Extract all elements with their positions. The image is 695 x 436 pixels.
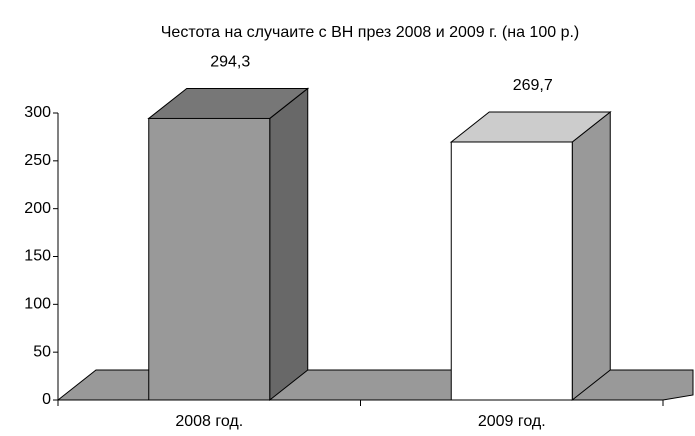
bar-side xyxy=(269,87,309,402)
y-tick-label: 100 xyxy=(24,296,51,313)
y-tick-label: 0 xyxy=(42,391,51,408)
value-label: 294,3 xyxy=(210,54,250,71)
bar xyxy=(148,117,271,401)
x-tick-label: 2009 год. xyxy=(478,413,546,430)
y-tick-label: 150 xyxy=(24,248,51,265)
bar-side xyxy=(571,110,611,402)
y-tick-label: 250 xyxy=(24,152,51,169)
y-tick-label: 300 xyxy=(24,104,51,121)
y-tick-label: 50 xyxy=(33,343,51,360)
x-tick-label: 2008 год. xyxy=(175,413,243,430)
y-tick-label: 200 xyxy=(24,200,51,217)
value-label: 269,7 xyxy=(513,77,553,94)
bar xyxy=(450,141,573,401)
chart-title: Честота на случаите с ВН през 2008 и 200… xyxy=(161,24,580,41)
